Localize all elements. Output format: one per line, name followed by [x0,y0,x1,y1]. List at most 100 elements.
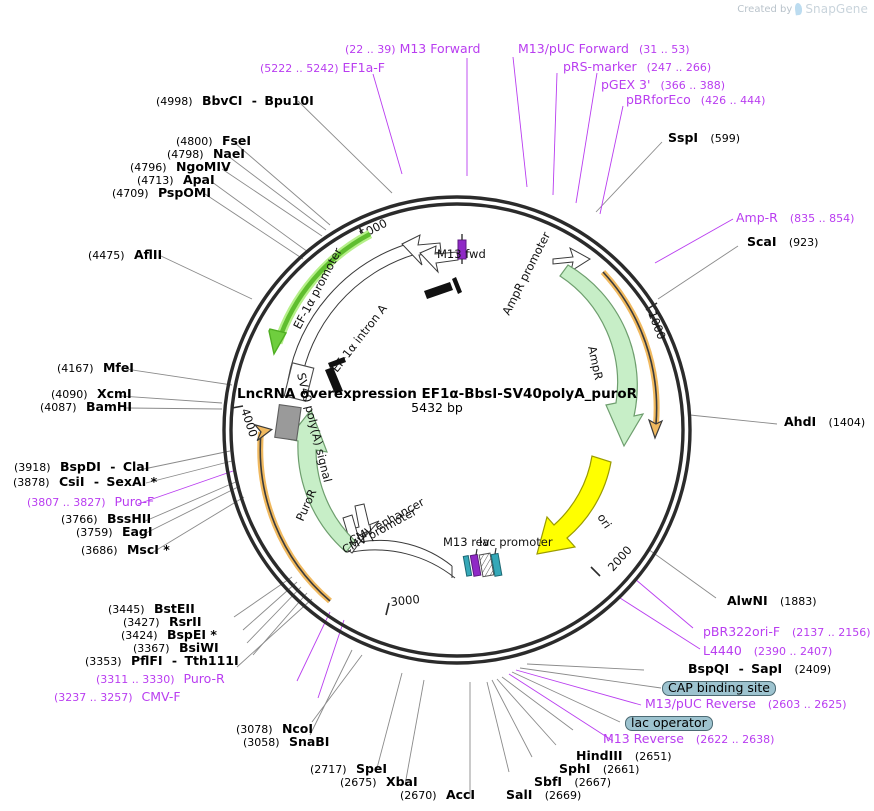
primer-name: pGEX 3' [601,77,651,92]
enzyme-position: (4167) [57,362,94,375]
enzyme-label-spei: (2717) SpeI [310,761,388,776]
primer-label-m13-puc-reverse: M13/pUC Reverse (2603 .. 2625) [645,697,847,711]
enzyme-position: (2667) [574,776,611,789]
enzyme-name: AhdI [784,414,817,429]
feature-sv40-polya-signal [274,362,315,441]
primer-label-ef1a-f: (5222 .. 5242) EF1a-F [260,60,385,75]
feature-label-m13-rev: M13 rev [443,535,490,549]
feature-label-ampr-promoter: AmpR promoter [499,229,553,317]
primer-position: (22 .. 39) [345,43,396,56]
enzyme-label-bsiwi: (3367) BsiWI [133,640,219,655]
enzyme-name: PspOMI [157,185,211,200]
enzyme-separator: - [171,653,178,668]
enzyme-position: (4998) [156,95,193,108]
enzyme-name: EagI [121,524,153,539]
enzyme-name: RsrII [168,614,202,629]
enzyme-position: (4800) [176,135,213,148]
enzyme-position: (3427) [123,616,160,629]
enzyme-position: (2675) [340,776,377,789]
primer-position: (2603 .. 2625) [767,698,847,711]
primer-leader-lines [137,56,734,742]
enzyme-label-rsrii: (3427) RsrII [123,614,202,629]
created-by-text: Created by [737,3,793,15]
primer-name: Amp-R [736,210,778,225]
enzyme-name: NgoMIV [175,159,231,174]
enzyme-position: (4798) [167,148,204,161]
enzyme-label-xbai: (2675) XbaI [340,774,418,789]
enzyme-name: ApaI [182,172,215,187]
primer-position: (3807 .. 3827) [27,496,106,509]
page-title: LncRNA overexpression EF1α-BbsI-SV40poly… [236,386,638,402]
enzyme-label-bspqi-sapi: BspQI - SapI (2409) [688,661,832,676]
feature-intron-ticks [325,277,462,394]
backbone-direction-arcs [253,269,664,604]
enzyme-label-bspdi-clai: (3918) BspDI - ClaI [14,459,150,474]
enzyme-name-2: SexAI * [106,474,158,489]
primer-position: (247 .. 266) [646,61,712,74]
enzyme-label-sali: SalI (2669) [506,787,582,802]
feature-ampr-promoter [552,246,591,273]
enzyme-name: MscI * [126,542,170,557]
enzyme-name: BssHII [106,511,152,526]
enzyme-position: (3686) [81,544,118,557]
enzyme-name: AccI [445,787,476,802]
feature-ef1a-promoter [268,230,373,356]
enzyme-name: AflII [133,247,163,262]
primer-name: EF1a-F [342,60,385,75]
enzyme-name: AlwNI [727,593,768,608]
enzyme-name: FseI [221,133,252,148]
primer-position: (366 .. 388) [660,79,725,92]
enzyme-separator: - [93,474,100,489]
enzyme-name: NaeI [212,146,245,161]
primer-position: (31 .. 53) [638,43,690,56]
primer-name: CMV-F [141,689,181,704]
enzyme-position: (2670) [400,789,437,802]
enzyme-label-mfei: (4167) MfeI [57,361,134,375]
enzyme-name: XbaI [385,774,418,789]
primer-label-prs-marker: pRS-marker (247 .. 266) [563,60,712,74]
feature-puror-gene [286,408,356,553]
enzyme-name: SnaBI [288,734,330,749]
enzyme-name: BspEI * [166,627,217,642]
enzyme-position: (3759) [76,526,113,539]
enzyme-name: SalI [506,787,533,802]
enzyme-name: XcmI [96,386,132,401]
feature-label-lac-promoter: lac promoter [479,535,553,549]
primer-position: (2137 .. 2156) [792,626,871,639]
enzyme-label-snabi: (3058) SnaBI [243,734,330,749]
enzyme-name: SpeI [355,761,388,776]
enzyme-name-2: ClaI [122,459,150,474]
primer-name: pBRforEco [626,92,691,107]
enzyme-label-acci: (2670) AccI [400,787,476,802]
enzyme-label-bspei: (3424) BspEI * [121,627,217,642]
enzyme-name-2: Tth111I [184,653,239,668]
enzyme-position: (4090) [51,388,88,401]
enzyme-position: (1883) [779,595,817,608]
enzyme-separator: - [738,661,744,676]
enzyme-label-apai: (4713) ApaI [137,172,215,187]
enzyme-position: (4713) [137,174,174,187]
primer-position: (3237 .. 3257) [54,691,133,704]
primer-label-pbr322ori-f: pBR322ori-F (2137 .. 2156) [703,624,871,639]
enzyme-label-naei: (4798) NaeI [167,146,245,161]
enzyme-position: (2661) [602,763,640,776]
primer-name: pBR322ori-F [703,624,781,639]
enzyme-name: BspDI [59,459,101,474]
feature-lac-cluster [462,547,503,578]
primer-name: Puro-R [183,671,225,686]
enzyme-label-scai: ScaI (923) [747,235,818,249]
enzyme-position: (2669) [544,789,582,802]
enzyme-position: (3878) [13,476,50,489]
primer-name: L4440 [703,643,742,658]
enzyme-position: (2409) [794,663,832,676]
primer-label-puro-r: (3311 .. 3330) Puro-R [96,671,225,686]
enzyme-position: (3078) [236,723,273,736]
svg-text:3000: 3000 [390,592,421,609]
primer-label-cmv-f: (3237 .. 3257) CMV-F [54,689,181,704]
enzyme-name: SphI [559,761,591,776]
enzyme-name: BsiWI [178,640,219,655]
enzyme-position: (3918) [14,461,51,474]
feature-m13-fwd-mark [457,234,467,264]
enzyme-label-hindiii: HindIII (2651) [576,749,671,763]
enzyme-separator: - [251,93,257,108]
